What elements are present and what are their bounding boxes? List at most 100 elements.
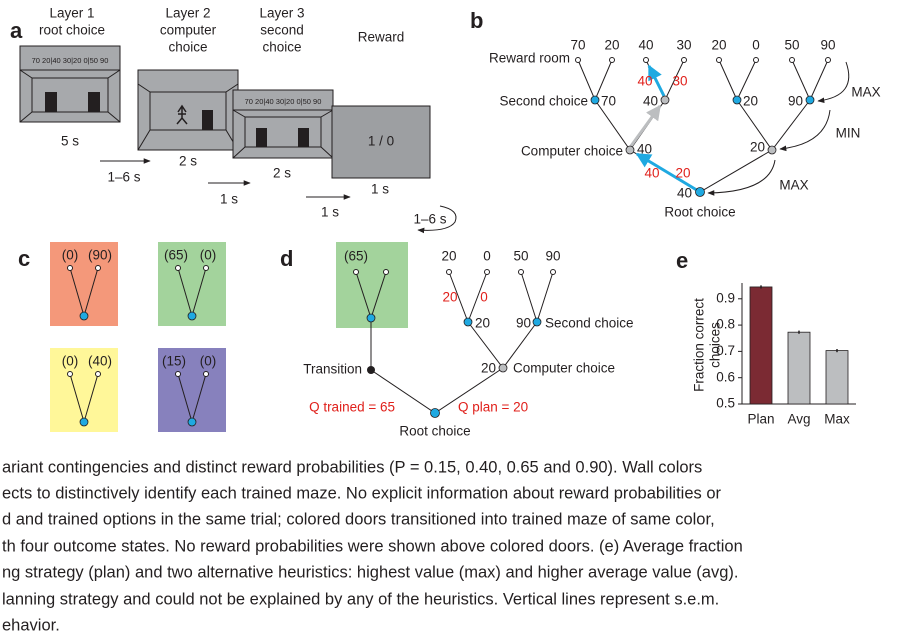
level-label: Computer choice xyxy=(513,361,615,376)
panel-d: d (65) 20 0 50 90 20 0 20 90 Second choi… xyxy=(280,242,634,439)
screen: 70 20|40 30|20 0|50 90 xyxy=(20,46,120,122)
red-value: 30 xyxy=(672,74,687,89)
box-value: (65) xyxy=(164,248,188,263)
layer-title: second xyxy=(260,23,304,38)
level-label: Second choice xyxy=(499,94,588,109)
y-tick-label: 0.5 xyxy=(716,396,735,411)
layer-title: computer xyxy=(160,23,217,38)
x-tick-label: Plan xyxy=(747,412,774,427)
tree-edges xyxy=(578,60,828,192)
x-tick-label: Max xyxy=(824,412,850,427)
panel-label: c xyxy=(18,246,30,271)
interval: 1–6 s xyxy=(413,212,446,227)
screen: 1 / 0 xyxy=(332,106,430,178)
caption-line: ng strategy (plan) and two alternative h… xyxy=(2,563,738,581)
duration: 2 s xyxy=(273,166,291,181)
panel-a: a Layer 1 root choice Layer 2 computer c… xyxy=(10,6,456,231)
node-value: 40 xyxy=(637,142,652,157)
box-value: (40) xyxy=(88,354,112,369)
operator: MAX xyxy=(779,178,808,193)
level-label: Computer choice xyxy=(521,144,623,159)
red-value: 20 xyxy=(442,290,457,305)
box-value: (0) xyxy=(200,354,217,369)
y-tick-label: 0.8 xyxy=(716,317,735,332)
node-value: 40 xyxy=(643,94,658,109)
y-tick-label: 0.7 xyxy=(716,343,735,358)
node-value: 20 xyxy=(481,361,496,376)
leaves xyxy=(576,58,831,63)
node-value: 20 xyxy=(750,140,765,155)
duration: 2 s xyxy=(179,154,197,169)
level-label: Reward room xyxy=(489,51,570,66)
box-value: (90) xyxy=(88,248,112,263)
box-value: (15) xyxy=(162,354,186,369)
box-value: (65) xyxy=(344,249,368,264)
layer-title: choice xyxy=(262,40,301,55)
red-value: 20 xyxy=(675,166,690,181)
interval: 1 s xyxy=(321,205,339,220)
reward: 40 xyxy=(638,38,653,53)
panel-c: c (0) (90) (65) (0) (0) (40) (15) (0) xyxy=(18,242,226,432)
panel-b: b 70 20 40 30 20 0 50 90 Reward room Sec… xyxy=(470,8,881,220)
y-tick-label: 0.6 xyxy=(716,369,735,384)
reward: 30 xyxy=(676,38,691,53)
node-value: 90 xyxy=(788,94,803,109)
reward: 70 xyxy=(570,38,585,53)
node-value: 20 xyxy=(743,94,758,109)
bar xyxy=(788,332,810,404)
duration: 1 s xyxy=(371,182,389,197)
reward-screen: 1 / 0 xyxy=(368,134,394,149)
layer-title: Layer 3 xyxy=(259,6,304,21)
caption-line: ehavior. xyxy=(2,616,60,634)
caption-line: ects to distinctively identify each trai… xyxy=(2,484,722,502)
panel-label: a xyxy=(10,18,23,43)
q-value: Q plan = 20 xyxy=(458,400,528,415)
operator: MIN xyxy=(836,126,861,141)
interval: 1 s xyxy=(220,192,238,207)
node-value: 20 xyxy=(475,316,490,331)
caption-line: ariant contingencies and distinct reward… xyxy=(2,458,702,476)
screen: 70 20|40 30|20 0|50 90 xyxy=(233,90,333,158)
level-label: Second choice xyxy=(545,316,634,331)
panel-label: d xyxy=(280,246,293,271)
red-value: 40 xyxy=(637,74,652,89)
screen-label: 70 20|40 30|20 0|50 90 xyxy=(32,56,109,65)
operator: MAX xyxy=(851,85,880,100)
x-tick-label: Avg xyxy=(787,412,810,427)
layer-title: root choice xyxy=(39,23,105,38)
level-label: Transition xyxy=(303,362,362,377)
caption: ariant contingencies and distinct reward… xyxy=(2,458,743,634)
q-value: Q trained = 65 xyxy=(309,400,395,415)
node-value: 90 xyxy=(516,316,531,331)
screen xyxy=(138,70,238,150)
box-value: (0) xyxy=(62,248,79,263)
reward: 20 xyxy=(441,249,456,264)
reward: 0 xyxy=(483,249,491,264)
node-value: 70 xyxy=(601,94,616,109)
y-axis-label: Fraction correct xyxy=(692,298,707,392)
interval: 1–6 s xyxy=(107,170,140,185)
duration: 5 s xyxy=(61,134,79,149)
layer-title: Layer 2 xyxy=(165,6,210,21)
red-value: 40 xyxy=(644,166,659,181)
caption-line: d and trained options in the same trial;… xyxy=(2,510,715,528)
level-label: Root choice xyxy=(399,424,470,439)
bar xyxy=(750,287,772,404)
caption-line: lanning strategy and could not be explai… xyxy=(2,590,719,608)
level-label: Root choice xyxy=(664,205,735,220)
box-value: (0) xyxy=(62,354,79,369)
bar xyxy=(826,351,848,404)
node-value: 40 xyxy=(677,186,692,201)
panel-e: e Fraction correct choices 0.50.60.70.80… xyxy=(676,248,856,427)
reward: 90 xyxy=(820,38,835,53)
reward: 20 xyxy=(604,38,619,53)
reward: 50 xyxy=(784,38,799,53)
layer-title: Layer 1 xyxy=(49,6,94,21)
reward: 50 xyxy=(513,249,528,264)
figure: a Layer 1 root choice Layer 2 computer c… xyxy=(0,0,901,638)
reward: 20 xyxy=(711,38,726,53)
panel-label: e xyxy=(676,248,688,273)
caption-line: th four outcome states. No reward probab… xyxy=(2,537,743,555)
box-value: (0) xyxy=(200,248,217,263)
red-value: 0 xyxy=(480,290,488,305)
